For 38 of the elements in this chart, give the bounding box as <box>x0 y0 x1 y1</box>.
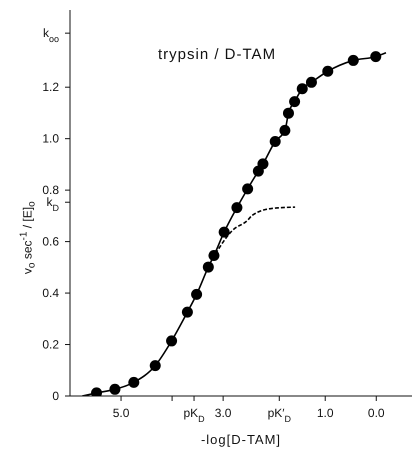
y-tick-label: 0.6 <box>42 234 60 249</box>
point <box>202 262 214 273</box>
point <box>182 306 193 318</box>
y-tick-label: k$_{oo}$ <box>42 26 59 44</box>
point <box>257 158 268 170</box>
y-tick-label: 0 <box>52 389 60 403</box>
point <box>242 183 254 194</box>
y-tick-label: 1.0 <box>42 132 60 146</box>
y-tick-label: 1.2 <box>42 80 60 94</box>
point <box>306 76 317 88</box>
point <box>231 202 242 214</box>
point <box>282 108 294 119</box>
y-tick-label: 0.4 <box>42 286 60 300</box>
x-tick-label: 5.0 <box>112 406 130 420</box>
x-tick-label: pK′$_{D}$ <box>268 406 292 424</box>
point <box>128 376 140 388</box>
point <box>348 54 359 66</box>
point <box>279 124 290 136</box>
x-tick-label: pK$_{D}$ <box>183 406 206 424</box>
point <box>370 51 382 62</box>
text: trypsin / D-TAM <box>158 46 276 63</box>
x-tick-label: 0.0 <box>368 406 385 420</box>
point <box>208 250 220 261</box>
point <box>289 96 300 108</box>
point <box>296 83 308 94</box>
x-tick-label: 1.0 <box>316 406 334 420</box>
point <box>191 288 202 300</box>
point <box>322 66 334 77</box>
y-tick-label: 0.2 <box>42 338 60 352</box>
y-tick-label: k$_{D}$ <box>46 195 60 214</box>
point <box>109 384 120 395</box>
point <box>166 335 178 346</box>
x-tick-label: 3.0 <box>214 406 232 420</box>
point <box>218 226 230 238</box>
point <box>150 360 161 372</box>
point <box>270 136 281 147</box>
y-tick-label: 0.8 <box>42 183 60 198</box>
x-axis-title: -log[D-TAM] <box>200 432 282 447</box>
